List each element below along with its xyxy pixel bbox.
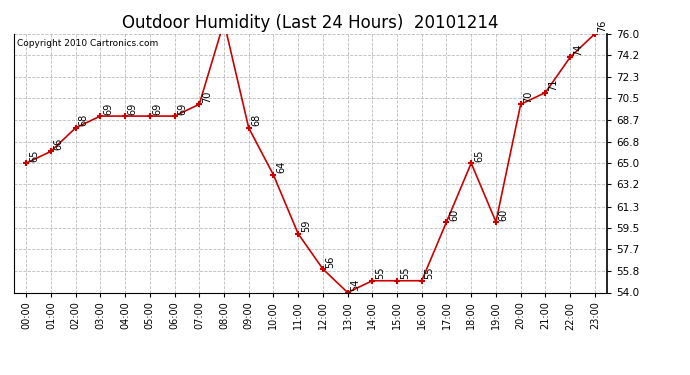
Text: 65: 65 [29, 149, 39, 162]
Text: 76: 76 [598, 20, 608, 32]
Text: 60: 60 [449, 208, 460, 220]
Text: 60: 60 [499, 208, 509, 220]
Text: 71: 71 [548, 79, 558, 91]
Text: 54: 54 [351, 279, 360, 291]
Text: 64: 64 [276, 161, 286, 174]
Text: 55: 55 [424, 267, 435, 279]
Text: Copyright 2010 Cartronics.com: Copyright 2010 Cartronics.com [17, 39, 158, 48]
Text: 69: 69 [103, 102, 113, 115]
Title: Outdoor Humidity (Last 24 Hours)  20101214: Outdoor Humidity (Last 24 Hours) 2010121… [122, 14, 499, 32]
Text: 69: 69 [152, 102, 163, 115]
Text: 74: 74 [573, 44, 583, 56]
Text: 68: 68 [251, 114, 262, 126]
Text: 66: 66 [54, 138, 63, 150]
Text: 59: 59 [301, 220, 311, 232]
Text: 55: 55 [375, 267, 385, 279]
Text: 55: 55 [400, 267, 410, 279]
Text: 69: 69 [128, 102, 138, 115]
Text: 56: 56 [326, 255, 335, 268]
Text: 70: 70 [202, 90, 212, 103]
Text: 69: 69 [177, 102, 187, 115]
Text: 77: 77 [0, 374, 1, 375]
Text: 65: 65 [474, 149, 484, 162]
Text: 70: 70 [524, 90, 533, 103]
Text: 68: 68 [79, 114, 88, 126]
